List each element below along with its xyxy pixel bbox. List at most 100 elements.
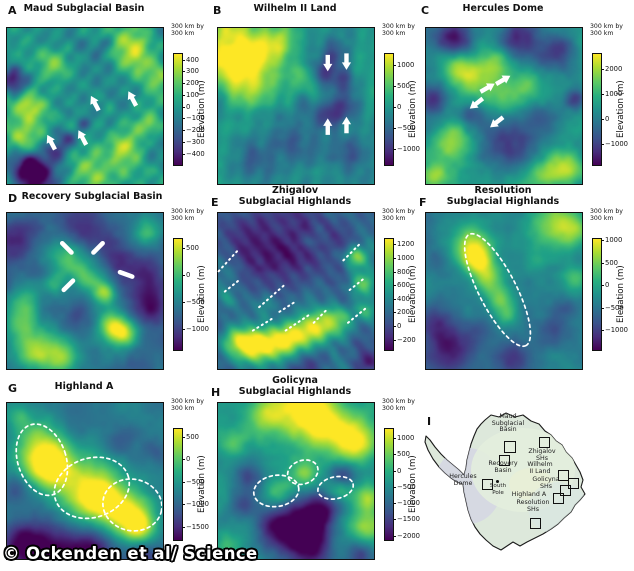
panel-title-line: Subglacial Highlands [238, 385, 352, 397]
scale-note-line: 300 km by [171, 398, 204, 405]
elevation-map-canvas [217, 27, 375, 185]
location-label-line: South [489, 483, 507, 489]
colorbar-tick-label: 1000 [600, 89, 623, 98]
colorbar-tick-label: 1200 [392, 240, 415, 249]
colorbar-tick-label: 500 [393, 450, 410, 459]
colorbar-tick-label: −500 [182, 298, 205, 307]
location-marker-square [560, 485, 571, 496]
colorbar-tick-label: 0 [181, 455, 191, 464]
colorbar [384, 428, 394, 541]
location-label-line: Pole [492, 489, 504, 496]
colorbar-tick-label: −1000 [601, 326, 628, 335]
panel-title: Highland A [0, 381, 169, 393]
locator-panel-letter: I [427, 415, 432, 428]
panel-title-line: Subglacial Highlands [446, 195, 560, 207]
panel-title: Resolution Subglacial Highlands [418, 185, 588, 207]
colorbar-tick-label: −500 [393, 482, 416, 491]
colorbar-tick-label: −500 [182, 477, 205, 486]
location-label-line: SHs [526, 505, 539, 513]
colorbar-tick-label: −2000 [393, 531, 420, 540]
colorbar-tick-label: 500 [182, 244, 199, 253]
colorbar-tick-label: 2000 [600, 64, 623, 73]
colorbar [592, 53, 602, 166]
colorbar-tick-label: −1000 [182, 324, 209, 333]
panel-letter: F [419, 196, 427, 209]
scale-note-line: 300 km by [382, 23, 415, 30]
colorbar-tick-label: −400 [182, 149, 205, 158]
location-label-line: SHs [535, 454, 548, 462]
colorbar-tick-label: 0 [600, 281, 610, 290]
colorbar [384, 53, 394, 166]
scale-note-line: 300 km [171, 215, 195, 222]
credit-text: © Ockenden et al/ Science [3, 544, 258, 563]
colorbar-tick-label: 0 [392, 102, 402, 111]
scale-note-line: 300 km [590, 30, 614, 37]
colorbar-axis-label: Elevation (m) [408, 265, 418, 324]
colorbar-tick-label: 0 [392, 466, 402, 475]
colorbar-axis-label: Elevation (m) [616, 265, 626, 324]
panel-title: Wilhelm II Land [210, 3, 380, 15]
scale-note-line: 300 km [382, 215, 406, 222]
colorbar-tick-label: −500 [601, 303, 624, 312]
location-marker-square [553, 493, 564, 504]
scale-note-line: 300 km [171, 30, 195, 37]
colorbar-tick-label: −200 [393, 335, 416, 344]
location-label: Golicyna SHs [532, 476, 560, 490]
location-label-line: Zhigalov [528, 448, 556, 455]
scale-note: 300 km by 300 km [382, 208, 415, 222]
location-label-line: SHs [539, 482, 552, 490]
elevation-map-canvas [6, 212, 164, 370]
colorbar [173, 53, 183, 166]
scale-note: 300 km by 300 km [382, 398, 415, 412]
location-label-line: Highland A [511, 491, 547, 498]
location-label-line: Resolution [516, 499, 550, 506]
panel-title: Recovery Subglacial Basin [7, 191, 177, 203]
panel-letter: C [421, 4, 430, 17]
elevation-map-canvas [425, 27, 583, 185]
elevation-map-canvas [217, 402, 375, 560]
panel-letter: G [8, 382, 18, 395]
colorbar-axis-label: Elevation (m) [197, 80, 207, 139]
colorbar-tick-label: −1500 [393, 515, 420, 524]
panel-letter: D [8, 192, 18, 205]
colorbar-tick-label: 600 [393, 281, 410, 290]
scale-note-line: 300 km by [382, 208, 415, 215]
panel-title-line: Zhigalov [271, 185, 319, 196]
location-label-line: Subglacial [491, 419, 525, 427]
colorbar [592, 238, 602, 351]
panel-title-line: Golicyna [272, 375, 318, 386]
colorbar-tick-label: 800 [393, 267, 410, 276]
location-label: Recovery Basin [488, 460, 517, 474]
location-marker-square [539, 437, 550, 448]
scale-note: 300 km by 300 km [171, 398, 204, 412]
colorbar-tick-label: 0 [181, 102, 191, 111]
elevation-map-canvas [425, 212, 583, 370]
location-label-line: Golicyna [532, 476, 560, 483]
elevation-map-canvas [6, 402, 164, 560]
colorbar-tick-label: −300 [182, 137, 205, 146]
colorbar-tick-label: 100 [182, 90, 199, 99]
scale-note-line: 300 km [171, 405, 195, 412]
colorbar-tick-label: 0 [181, 271, 191, 280]
panel-title: Golicyna Subglacial Highlands [210, 375, 380, 397]
colorbar-tick-label: 200 [182, 79, 199, 88]
colorbar-tick-label: −200 [182, 126, 205, 135]
colorbar-tick-label: −500 [393, 123, 416, 132]
location-marker-square [558, 470, 569, 481]
location-label-line: Wilhelm [527, 461, 553, 468]
colorbar-axis-label: Elevation (m) [616, 80, 626, 139]
location-label-line: Maud [499, 413, 517, 420]
panel-title-line: Resolution [474, 185, 532, 196]
panel-title: Hercules Dome [418, 3, 588, 15]
panel-letter: A [8, 4, 17, 17]
colorbar-tick-label: 300 [182, 67, 199, 76]
colorbar-axis-label: Elevation (m) [197, 265, 207, 324]
colorbar-tick-label: 500 [182, 432, 199, 441]
colorbar [173, 428, 183, 541]
panel-title-line: Wilhelm II Land [253, 3, 337, 14]
panel-title-line: Subglacial Highlands [238, 195, 352, 207]
location-label: Wilhelm II Land [527, 461, 553, 475]
colorbar-tick-label: 400 [393, 294, 410, 303]
location-marker-square [568, 478, 579, 489]
location-label-line: Dome [453, 479, 473, 487]
